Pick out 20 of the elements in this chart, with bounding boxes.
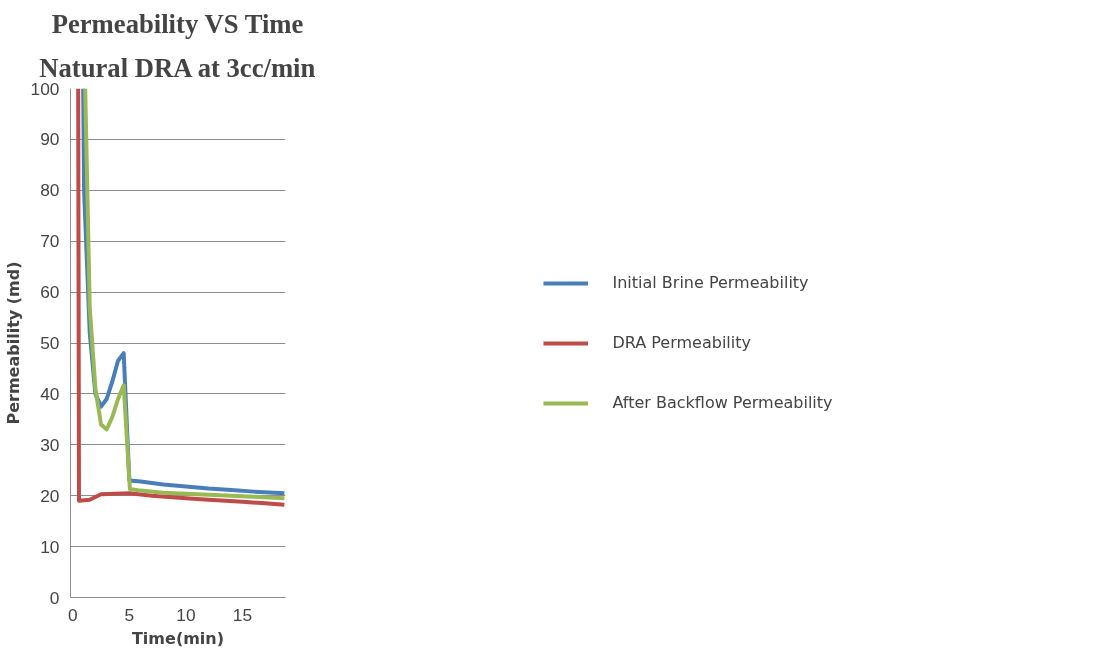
y-tick-label: 10 [40,536,60,557]
y-tick-label: 0 [49,587,60,608]
y-tick-label: 40 [40,383,60,404]
legend-label: After Backflow Permeability [612,393,833,412]
legend-label: Initial Brine Permeability [612,273,809,292]
chart-title: Permeability VS Time [51,8,304,39]
y-tick-label: 30 [40,434,60,455]
y-tick-label: 70 [40,231,60,252]
legend-label: DRA Permeability [612,333,751,352]
x-tick-label: 5 [124,604,135,625]
x-axis-title: Time(min) [131,628,225,648]
y-axis-title: Permeability (md) [3,261,23,425]
y-tick-label: 90 [40,129,60,150]
x-tick-label: 10 [176,604,196,625]
y-tick-label: 80 [40,180,60,201]
y-tick-label: 60 [40,282,60,303]
y-tick-label: 20 [40,485,60,506]
y-tick-label: 50 [40,333,60,353]
x-tick-label: 15 [232,604,253,625]
x-tick-label: 0 [67,604,78,625]
